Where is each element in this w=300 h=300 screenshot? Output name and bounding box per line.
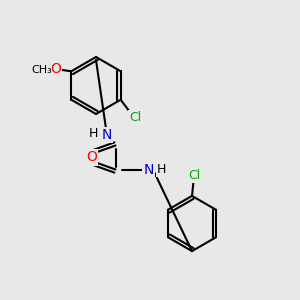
Text: N: N	[101, 128, 112, 142]
Text: O: O	[86, 150, 97, 164]
Text: H: H	[88, 127, 98, 140]
Text: O: O	[86, 151, 97, 165]
Text: N: N	[143, 163, 154, 176]
Text: CH₃: CH₃	[31, 65, 52, 75]
Text: Cl: Cl	[129, 111, 141, 124]
Text: H: H	[156, 163, 166, 176]
Text: O: O	[50, 62, 61, 76]
Text: Cl: Cl	[188, 169, 200, 182]
